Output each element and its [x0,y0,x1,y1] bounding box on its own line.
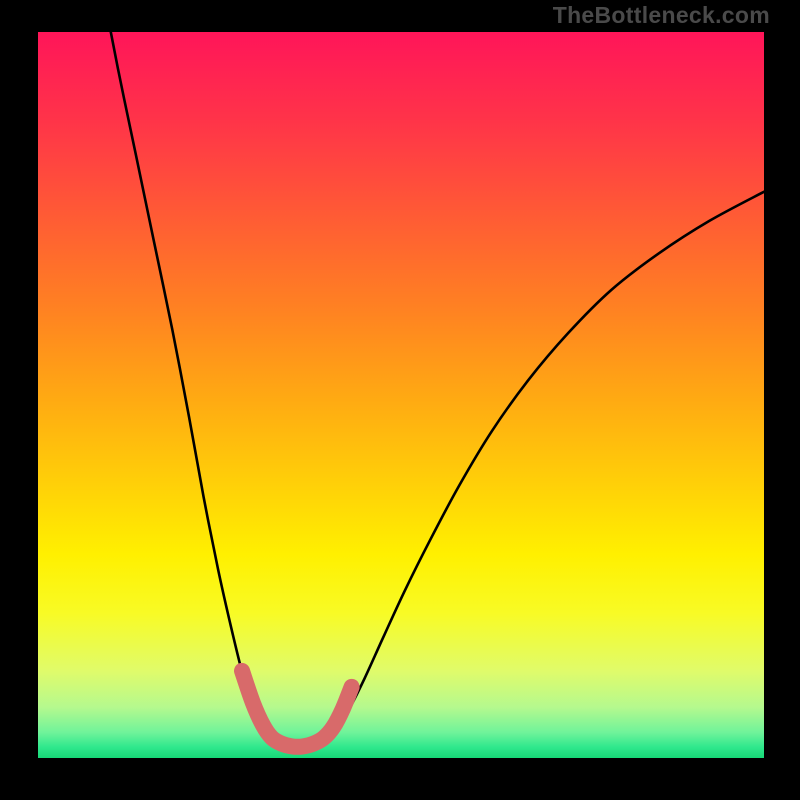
plot-background [38,32,764,758]
bottleneck-chart [0,0,800,800]
attribution-text: TheBottleneck.com [553,2,770,29]
chart-stage: TheBottleneck.com [0,0,800,800]
